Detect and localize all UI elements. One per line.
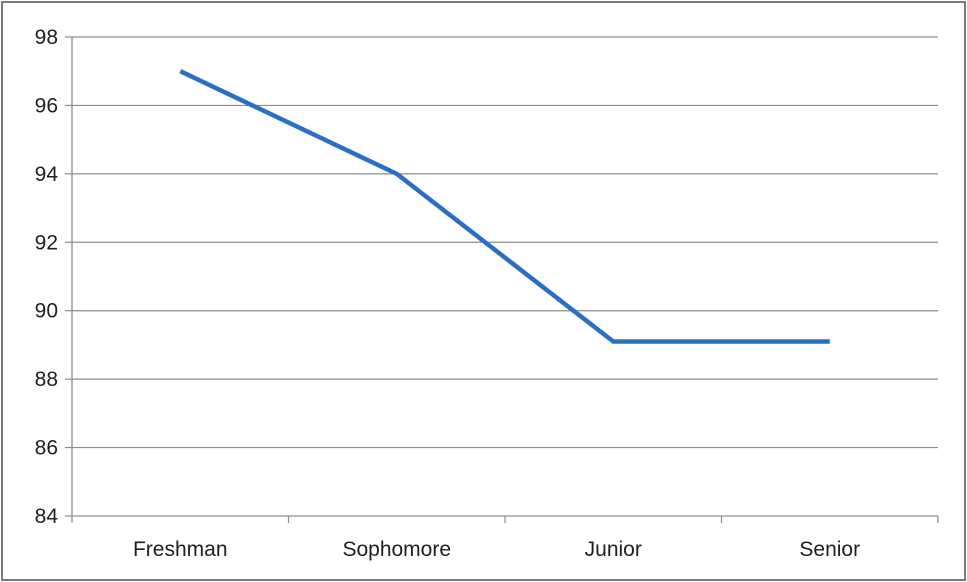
y-tick-label: 98 <box>35 26 58 49</box>
x-axis-tick-labels: Freshman Sophomore Junior Senior <box>133 538 860 561</box>
axes <box>65 36 939 523</box>
y-tick-label: 88 <box>35 368 58 391</box>
x-tick-label-sophomore: Sophomore <box>342 538 451 561</box>
x-tick-label-freshman: Freshman <box>133 538 228 561</box>
x-tick-label-junior: Junior <box>585 538 642 561</box>
y-tick-label: 84 <box>35 505 59 528</box>
series-line-0 <box>179 69 830 344</box>
y-tick-label: 86 <box>35 437 58 460</box>
y-tick-label: 94 <box>35 163 59 186</box>
y-tick-label: 92 <box>35 231 58 254</box>
y-axis-tick-labels: 84 86 88 90 92 94 96 98 <box>35 26 59 528</box>
series-lines <box>179 69 830 344</box>
y-tick-label: 90 <box>35 300 58 323</box>
x-tick-label-senior: Senior <box>799 538 860 561</box>
gridlines <box>72 36 938 449</box>
y-tick-label: 96 <box>35 94 58 117</box>
